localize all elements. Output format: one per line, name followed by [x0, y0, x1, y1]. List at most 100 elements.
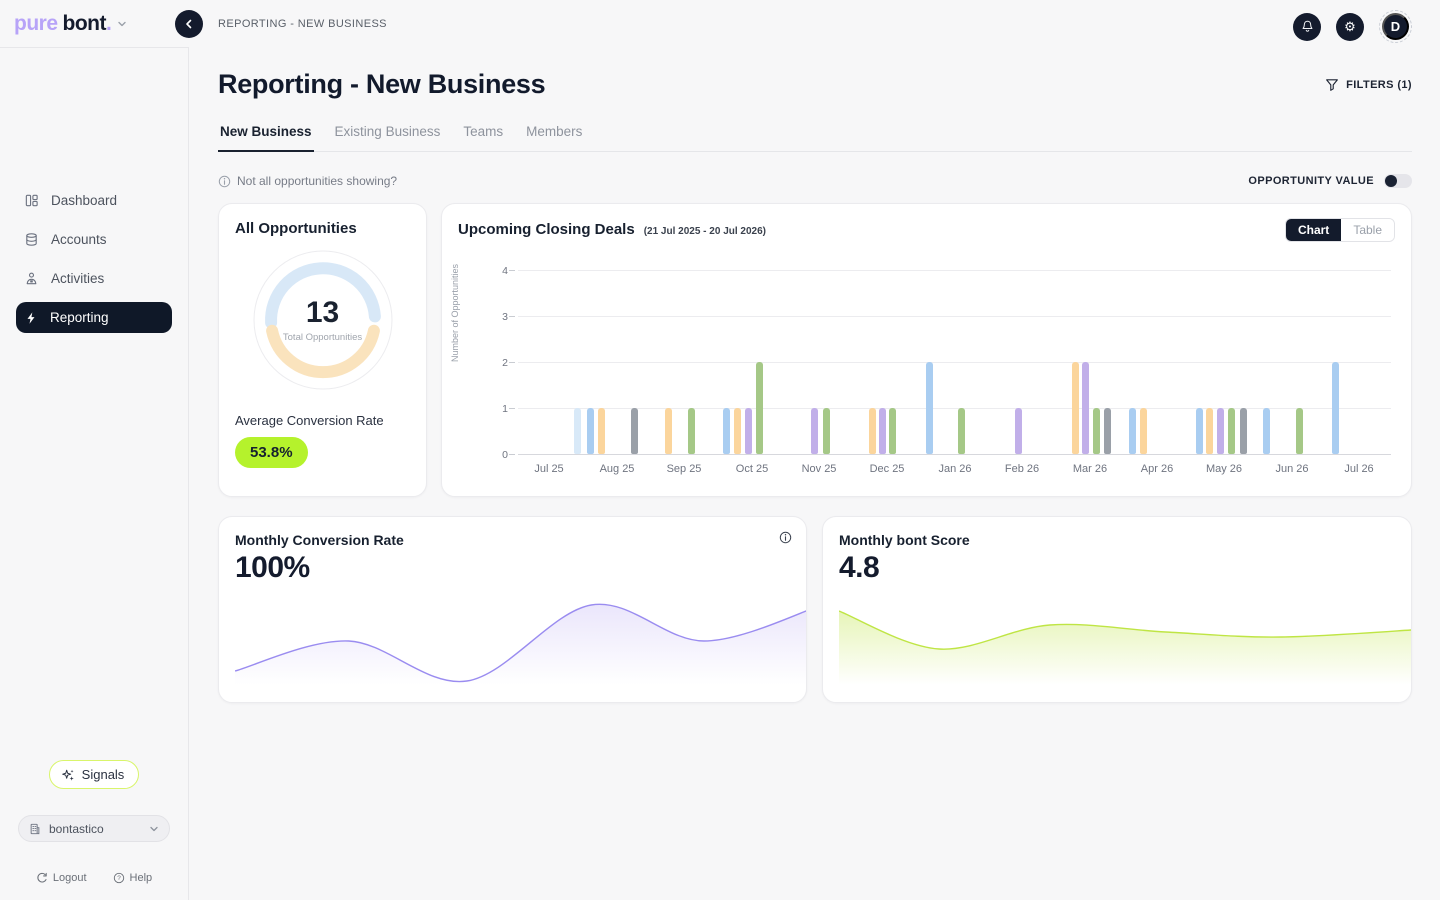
- org-select[interactable]: bontastico: [18, 815, 170, 842]
- chevron-left-icon: [184, 19, 194, 29]
- x-tick-label: Jul 26: [1344, 463, 1374, 475]
- sidebar-item-accounts[interactable]: Accounts: [0, 220, 188, 259]
- chevron-down-icon[interactable]: [117, 19, 127, 29]
- svg-text:?: ?: [117, 875, 121, 882]
- deal-bar: [756, 362, 763, 454]
- tab-members[interactable]: Members: [526, 124, 583, 139]
- info-icon: [218, 175, 231, 188]
- deal-bar: [734, 408, 741, 454]
- logo-dot: .: [106, 11, 112, 35]
- gridline: [509, 316, 1391, 317]
- sidebar-item-reporting[interactable]: Reporting: [16, 302, 172, 333]
- avatar[interactable]: D: [1382, 13, 1409, 40]
- deal-bar: [1332, 362, 1339, 454]
- deal-bar: [1196, 408, 1203, 454]
- deal-bar: [631, 408, 638, 454]
- logout-button[interactable]: Logout: [36, 872, 87, 884]
- sparkles-icon: [61, 768, 75, 782]
- page-title: Reporting - New Business: [218, 69, 546, 99]
- info-icon: [779, 531, 792, 544]
- x-tick-label: Feb 26: [1004, 463, 1040, 475]
- deal-bar: [1263, 408, 1270, 454]
- filters-button[interactable]: FILTERS (1): [1325, 78, 1412, 92]
- logo: pure bont.: [14, 11, 112, 36]
- x-tick-label: Sep 25: [666, 463, 702, 475]
- deal-bar: [879, 408, 886, 454]
- tab-new-business[interactable]: New Business: [218, 124, 314, 152]
- y-tick-label: 4: [502, 265, 508, 277]
- bont-score-value: 4.8: [839, 551, 880, 584]
- topbar: pure bont. REPORTING - NEW BUSINESS ⚙ D: [0, 0, 1440, 48]
- chevron-down-icon: [149, 824, 159, 834]
- conversion-sparkline: [235, 603, 806, 685]
- back-button[interactable]: [175, 10, 203, 38]
- closing-deals-title: Upcoming Closing Deals: [458, 221, 635, 238]
- filters-label: FILTERS (1): [1346, 78, 1412, 91]
- table-toggle-button[interactable]: Table: [1341, 219, 1394, 241]
- bell-icon: [1301, 20, 1314, 33]
- deal-bar: [1140, 408, 1147, 454]
- notifications-button[interactable]: [1293, 12, 1321, 41]
- deal-bar: [723, 408, 730, 454]
- sidebar-item-activities[interactable]: Activities: [0, 259, 188, 298]
- help-label: Help: [129, 872, 153, 884]
- gear-icon: ⚙: [1344, 19, 1356, 34]
- chart-toggle-button[interactable]: Chart: [1285, 219, 1342, 241]
- x-tick-label: Jun 26: [1275, 463, 1309, 475]
- y-tick-label: 3: [502, 311, 508, 323]
- accounts-icon: [24, 232, 39, 247]
- deal-bar: [823, 408, 830, 454]
- donut-segment-orange: [265, 324, 380, 379]
- conversion-info-button[interactable]: [779, 531, 792, 544]
- deal-bar: [1072, 362, 1079, 454]
- notice-text[interactable]: Not all opportunities showing?: [237, 174, 398, 188]
- sidebar-footer: Logout ? Help: [0, 872, 188, 884]
- reporting-icon: [24, 311, 38, 325]
- y-tick-label: 2: [502, 357, 508, 369]
- x-tick-label: Mar 26: [1072, 463, 1108, 475]
- conversion-rate-title: Monthly Conversion Rate: [235, 532, 404, 548]
- deal-bar: [926, 362, 933, 454]
- sidebar-item-label: Activities: [51, 271, 105, 286]
- sidebar-item-label: Dashboard: [51, 193, 118, 208]
- deal-bar: [745, 408, 752, 454]
- bont-score-title: Monthly bont Score: [839, 532, 970, 548]
- sidebar-item-dashboard[interactable]: Dashboard: [0, 181, 188, 220]
- settings-button[interactable]: ⚙: [1336, 12, 1364, 41]
- deal-bar: [1240, 408, 1247, 454]
- deal-bar: [688, 408, 695, 454]
- avatar-ring: D: [1379, 10, 1412, 43]
- sidebar-bottom: Signals bontastico Logout: [0, 760, 188, 900]
- logo-area: pure bont.: [0, 0, 189, 48]
- sidebar: Dashboard Accounts Activities Reporting: [0, 48, 189, 900]
- sidebar-item-label: Reporting: [50, 310, 109, 325]
- opportunity-value-toggle[interactable]: [1384, 174, 1412, 188]
- signals-label: Signals: [81, 767, 125, 782]
- total-opportunities-value: 13: [305, 295, 340, 329]
- x-tick-label: Aug 25: [599, 463, 635, 475]
- help-button[interactable]: ? Help: [113, 872, 153, 884]
- deal-bar: [1129, 408, 1136, 454]
- x-tick-label: May 26: [1205, 463, 1243, 475]
- org-name: bontastico: [49, 821, 104, 836]
- signals-button[interactable]: Signals: [48, 760, 140, 789]
- gridline: [509, 362, 1391, 363]
- y-tick-label: 1: [502, 403, 508, 415]
- tab-teams[interactable]: Teams: [463, 124, 504, 139]
- topbar-actions: ⚙ D: [1293, 10, 1412, 43]
- deal-bar: [958, 408, 965, 454]
- activities-icon: [24, 271, 39, 286]
- logo-pure: pure: [14, 11, 58, 35]
- x-tick-label: Jan 26: [938, 463, 972, 475]
- logout-label: Logout: [52, 872, 87, 884]
- deals-plot: 0 1 2 3 4: [502, 265, 1391, 461]
- deals-y-axis-label: Number of Opportunities: [450, 263, 460, 362]
- bont-score-sparkline: [839, 610, 1411, 685]
- conversion-rate-value: 100%: [235, 551, 310, 584]
- tab-existing-business[interactable]: Existing Business: [334, 124, 441, 139]
- logout-icon: [36, 872, 48, 884]
- breadcrumb: REPORTING - NEW BUSINESS: [218, 18, 387, 30]
- filter-icon: [1325, 78, 1339, 92]
- deal-bar: [1296, 408, 1303, 454]
